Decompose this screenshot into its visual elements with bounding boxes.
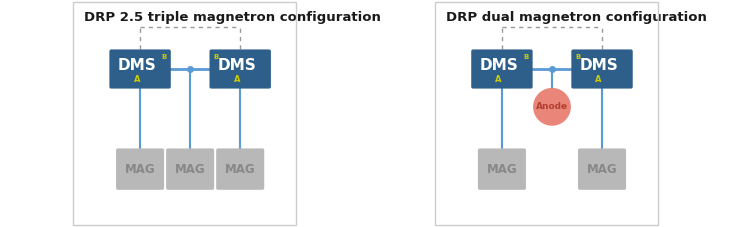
Text: Anode: Anode: [536, 102, 568, 111]
Text: B: B: [162, 54, 167, 60]
FancyBboxPatch shape: [478, 148, 526, 190]
Text: MAG: MAG: [225, 163, 256, 176]
Text: A: A: [496, 74, 502, 84]
FancyBboxPatch shape: [216, 148, 264, 190]
Circle shape: [533, 88, 571, 126]
Text: DRP 2.5 triple magnetron configuration: DRP 2.5 triple magnetron configuration: [85, 11, 382, 24]
Text: DMS: DMS: [480, 58, 518, 73]
FancyBboxPatch shape: [166, 148, 214, 190]
Text: DMS: DMS: [218, 58, 257, 73]
Text: B: B: [575, 54, 580, 60]
Text: DRP dual magnetron configuration: DRP dual magnetron configuration: [447, 11, 707, 24]
Text: DMS: DMS: [580, 58, 618, 73]
Text: A: A: [234, 74, 240, 84]
Text: MAG: MAG: [487, 163, 518, 176]
FancyBboxPatch shape: [572, 49, 633, 89]
Text: MAG: MAG: [587, 163, 618, 176]
Text: B: B: [213, 54, 219, 60]
FancyBboxPatch shape: [210, 49, 271, 89]
Text: DMS: DMS: [118, 58, 156, 73]
FancyBboxPatch shape: [110, 49, 171, 89]
Text: B: B: [523, 54, 529, 60]
Text: A: A: [134, 74, 140, 84]
FancyBboxPatch shape: [471, 49, 533, 89]
Text: MAG: MAG: [175, 163, 205, 176]
Text: A: A: [596, 74, 602, 84]
Text: MAG: MAG: [125, 163, 156, 176]
FancyBboxPatch shape: [578, 148, 626, 190]
FancyBboxPatch shape: [116, 148, 164, 190]
